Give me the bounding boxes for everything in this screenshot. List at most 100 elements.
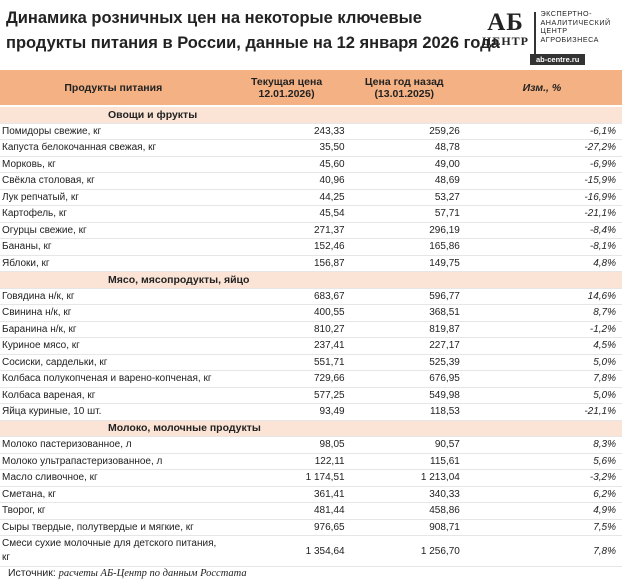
- logo-mark-text: АБ: [487, 9, 524, 36]
- last-year-price: 115,61: [346, 453, 462, 470]
- current-price: 1 354,64: [226, 535, 347, 567]
- change: 7,5%: [461, 519, 622, 536]
- current-price: 122,11: [226, 453, 347, 470]
- product-name: Яйца куриные, 10 шт.: [0, 403, 227, 421]
- data-row: Колбаса вареная, кг 577,25 549,98 5,0%: [0, 387, 622, 404]
- data-row: Сметана, кг 361,41 340,33 6,2%: [0, 486, 622, 503]
- change: -15,9%: [461, 172, 622, 190]
- last-year-price: 48,78: [346, 139, 462, 157]
- data-row: Творог, кг 481,44 458,86 4,9%: [0, 502, 622, 520]
- title-line: продукты питания в России, данные на 12 …: [6, 34, 500, 52]
- last-year-price: 340,33: [346, 486, 462, 503]
- data-row: Капуста белокочанная свежая, кг 35,50 48,7…: [0, 139, 622, 157]
- column-header-line: (13.01.2025): [374, 87, 434, 100]
- product-name: Говядина н/к, кг: [0, 288, 227, 305]
- current-price: 93,49: [226, 403, 347, 421]
- change: 4,5%: [461, 337, 622, 355]
- current-price: 243,33: [226, 123, 347, 140]
- last-year-price: 259,26: [346, 123, 462, 140]
- section-title: Мясо, мясопродукты, яйцо: [0, 271, 622, 289]
- column-header: Цена год назад (13.01.2025): [346, 70, 462, 107]
- current-price: 810,27: [226, 321, 347, 338]
- product-name: Лук репчатый, кг: [0, 189, 227, 206]
- section-row: Молоко, молочные продукты: [0, 420, 622, 437]
- change: 4,9%: [461, 502, 622, 520]
- change: 5,6%: [461, 453, 622, 470]
- column-header: Изм., %: [461, 70, 622, 107]
- change: -1,2%: [461, 321, 622, 338]
- data-row: Яблоки, кг 156,87 149,75 4,8%: [0, 255, 622, 272]
- product-name: Картофель, кг: [0, 205, 227, 223]
- header-row: Продукты питания Текущая цена 12.01.2026) Ц…: [0, 70, 622, 107]
- current-price: 237,41: [226, 337, 347, 355]
- product-name: Сосиски, сардельки, кг: [0, 354, 227, 371]
- current-price: 1 174,51: [226, 469, 347, 487]
- current-price: 577,25: [226, 387, 347, 404]
- product-name: Бананы, кг: [0, 238, 227, 256]
- price-table: Продукты питания Текущая цена 12.01.2026) Ц…: [0, 70, 622, 567]
- table-body: Овощи и фрукты Помидоры свежие, кг 243,33 2…: [0, 106, 622, 567]
- current-price: 729,66: [226, 370, 347, 388]
- last-year-price: 596,77: [346, 288, 462, 305]
- last-year-price: 819,87: [346, 321, 462, 338]
- product-name: Масло сливочное, кг: [0, 469, 227, 487]
- product-name: Колбаса вареная, кг: [0, 387, 227, 404]
- data-row: Сыры твердые, полутвердые и мягкие, кг 97…: [0, 519, 622, 536]
- change: -3,2%: [461, 469, 622, 487]
- product-name: Баранина н/к, кг: [0, 321, 227, 338]
- section-title: Молоко, молочные продукты: [0, 420, 622, 437]
- product-name: Помидоры свежие, кг: [0, 123, 227, 140]
- product-name: Куриное мясо, кг: [0, 337, 227, 355]
- change: -6,1%: [461, 123, 622, 140]
- change: -21,1%: [461, 403, 622, 421]
- product-name: Сметана, кг: [0, 486, 227, 503]
- last-year-price: 118,53: [346, 403, 462, 421]
- change: -8,1%: [461, 238, 622, 256]
- product-name: Молоко пастеризованное, л: [0, 436, 227, 454]
- change: -16,9%: [461, 189, 622, 206]
- data-row: Молоко ультрапастеризованное, л 122,11 115…: [0, 453, 622, 470]
- current-price: 551,71: [226, 354, 347, 371]
- section-title: Овощи и фрукты: [0, 106, 622, 124]
- last-year-price: 227,17: [346, 337, 462, 355]
- product-name: Морковь, кг: [0, 156, 227, 173]
- product-name: Капуста белокочанная свежая, кг: [0, 139, 227, 157]
- product-name: Огурцы свежие, кг: [0, 222, 227, 239]
- current-price: 44,25: [226, 189, 347, 206]
- data-row: Помидоры свежие, кг 243,33 259,26 -6,1%: [0, 123, 622, 140]
- change: -8,4%: [461, 222, 622, 239]
- current-price: 976,65: [226, 519, 347, 536]
- change: 7,8%: [461, 535, 622, 567]
- data-row: Сосиски, сардельки, кг 551,71 525,39 5,0%: [0, 354, 622, 371]
- logo-separator: [534, 12, 536, 54]
- column-header-line: Изм., %: [522, 81, 562, 94]
- current-price: 45,60: [226, 156, 347, 173]
- product-name: Творог, кг: [0, 502, 227, 520]
- column-header: Текущая цена 12.01.2026): [226, 70, 347, 107]
- current-price: 361,41: [226, 486, 347, 503]
- column-header-line: Цена год назад: [364, 75, 444, 88]
- data-row: Молоко пастеризованное, л 98,05 90,57 8,3%: [0, 436, 622, 454]
- logo: АБ ЦЕНТР ЭКСПЕРТНО- АНАЛИТИЧЕСКИЙ ЦЕНТР АГР…: [482, 9, 611, 54]
- change: 8,7%: [461, 304, 622, 322]
- data-row: Баранина н/к, кг 810,27 819,87 -1,2%: [0, 321, 622, 338]
- change: 7,8%: [461, 370, 622, 388]
- product-name: Молоко ультрапастеризованное, л: [0, 453, 227, 470]
- current-price: 45,54: [226, 205, 347, 223]
- column-header: Продукты питания: [0, 70, 227, 107]
- current-price: 683,67: [226, 288, 347, 305]
- data-row: Масло сливочное, кг 1 174,51 1 213,04 -3,2%: [0, 469, 622, 487]
- data-row: Свинина н/к, кг 400,55 368,51 8,7%: [0, 304, 622, 322]
- change: 4,8%: [461, 255, 622, 272]
- change: 5,0%: [461, 387, 622, 404]
- current-price: 35,50: [226, 139, 347, 157]
- logo-mark-sub: ЦЕНТР: [482, 34, 530, 48]
- section-row: Мясо, мясопродукты, яйцо: [0, 271, 622, 289]
- current-price: 156,87: [226, 255, 347, 272]
- footer-label: Источник:: [8, 567, 56, 579]
- column-header-line: 12.01.2026): [258, 87, 315, 100]
- data-row: Яйца куриные, 10 шт. 93,49 118,53 -21,1%: [0, 403, 622, 421]
- product-name: Сыры твердые, полутвердые и мягкие, кг: [0, 519, 227, 536]
- logo-line: ЭКСПЕРТНО-: [540, 9, 592, 18]
